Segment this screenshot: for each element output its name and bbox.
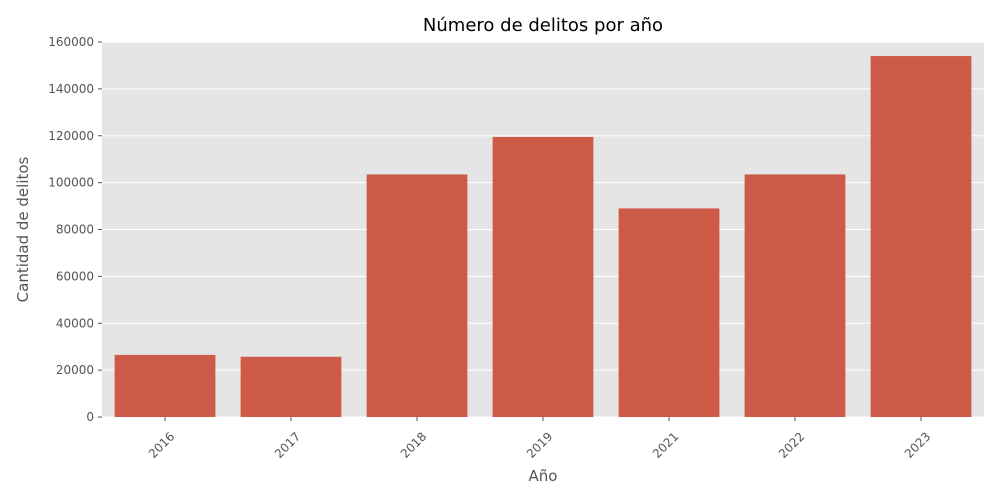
y-tick-label: 40000	[56, 316, 94, 330]
y-tick-label: 0	[86, 410, 94, 424]
x-tick-label: 2017	[272, 429, 303, 460]
x-tick-label: 2023	[902, 429, 933, 460]
chart-title: Número de delitos por año	[423, 15, 663, 36]
x-tick-label: 2016	[146, 429, 177, 460]
y-tick-label: 20000	[56, 363, 94, 377]
y-tick-label: 140000	[48, 82, 94, 96]
x-tick-label: 2021	[650, 429, 681, 460]
x-tick-label: 2018	[398, 429, 429, 460]
bar-2019	[492, 136, 594, 417]
x-axis-ticks: 2016 2017 2018 2019 2021 2022 2023	[146, 417, 933, 461]
y-tick-label: 120000	[48, 129, 94, 143]
y-tick-label: 60000	[56, 269, 94, 283]
x-axis-label: Año	[529, 467, 558, 485]
x-tick-label: 2022	[776, 429, 807, 460]
bar-2016	[114, 354, 216, 417]
bar-2021	[618, 208, 720, 417]
y-tick-label: 80000	[56, 223, 94, 237]
y-axis-ticks: 0 20000 40000 60000 80000 100000 120000 140000 1…	[48, 35, 102, 424]
x-tick-label: 2019	[524, 429, 555, 460]
bar-2018	[366, 174, 468, 417]
y-axis-label: Cantidad de delitos	[14, 156, 32, 302]
bar-2023	[870, 56, 972, 417]
bars	[114, 56, 972, 417]
bar-2022	[744, 174, 846, 417]
y-tick-label: 160000	[48, 35, 94, 49]
bar-2017	[240, 356, 342, 417]
y-tick-label: 100000	[48, 176, 94, 190]
